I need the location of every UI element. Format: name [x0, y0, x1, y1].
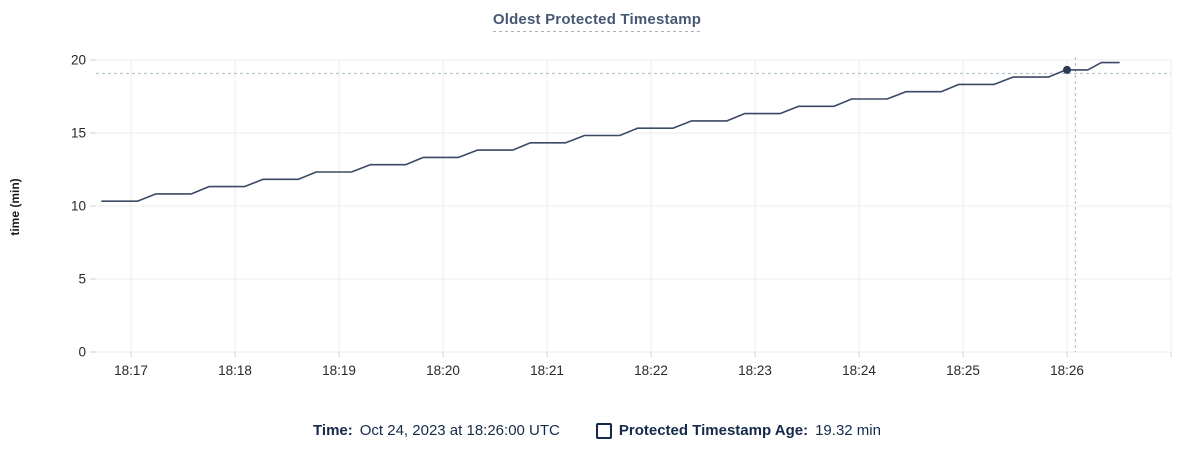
x-tick-label: 18:17 — [114, 363, 148, 378]
x-tick-label: 18:23 — [738, 363, 772, 378]
x-tick-label: 18:24 — [842, 363, 876, 378]
series-label[interactable]: Protected Timestamp Age: — [618, 422, 809, 439]
x-tick-label: 18:19 — [322, 363, 356, 378]
x-tick-label: 18:26 — [1050, 363, 1084, 378]
x-tick-label: 18:20 — [426, 363, 460, 378]
chart-title-text[interactable]: Oldest Protected Timestamp — [492, 11, 702, 32]
y-tick-label: 10 — [71, 199, 86, 214]
x-tick-label: 18:25 — [946, 363, 980, 378]
y-tick-label: 20 — [71, 53, 86, 68]
x-tick-label: 18:22 — [634, 363, 668, 378]
x-tick-label: 18:21 — [530, 363, 564, 378]
series-line-protected-timestamp-age — [101, 61, 1120, 202]
hover-legend: Time: Oct 24, 2023 at 18:26:00 UTC Prote… — [0, 422, 1194, 439]
series-toggle-checkbox[interactable] — [595, 422, 612, 439]
y-tick-label: 5 — [78, 272, 86, 287]
x-tick-label: 18:18 — [218, 363, 252, 378]
y-tick-label: 0 — [78, 345, 86, 360]
chart-title: Oldest Protected Timestamp — [0, 11, 1194, 32]
time-label: Time: — [313, 422, 353, 439]
series-value: 19.32 min — [815, 422, 881, 439]
hovered-data-point — [1063, 65, 1072, 74]
chart-plot-area[interactable]: 0 5 10 15 20 18:17 18:18 18:19 18:20 18:21 18:22 18… — [0, 0, 1194, 400]
y-tick-label: 15 — [71, 126, 86, 141]
time-value: Oct 24, 2023 at 18:26:00 UTC — [359, 422, 560, 439]
